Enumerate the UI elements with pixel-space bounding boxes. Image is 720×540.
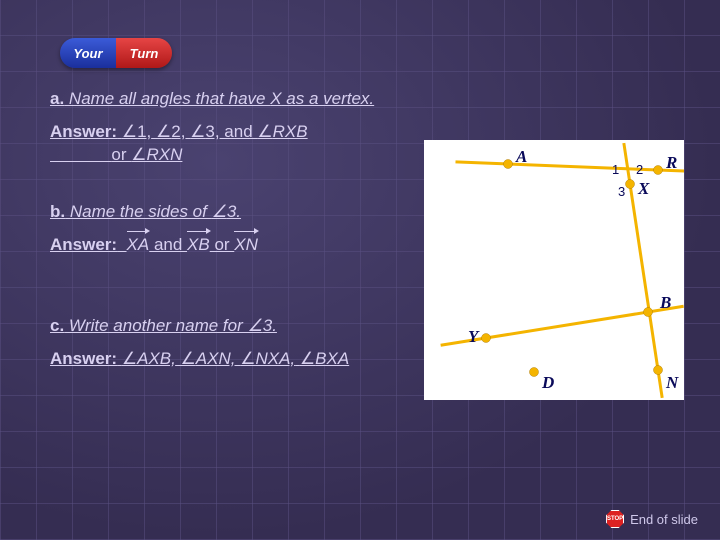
badge-right: Turn — [116, 38, 172, 68]
footer-text: End of slide — [630, 512, 698, 527]
question-a: a. Name all angles that have X as a vert… — [50, 88, 470, 111]
svg-text:R: R — [665, 153, 677, 172]
question-c: c. Write another name for ∠3. — [50, 315, 470, 338]
svg-text:N: N — [665, 373, 679, 392]
svg-text:X: X — [637, 179, 650, 198]
svg-text:1: 1 — [612, 162, 619, 177]
stop-icon: STOP — [606, 510, 624, 528]
answer-b: Answer: XA and XB or XN — [50, 234, 470, 257]
badge-left: Your — [60, 38, 116, 68]
svg-text:3: 3 — [618, 184, 625, 199]
qb-lead: b. — [50, 202, 65, 221]
footer: STOP End of slide — [606, 510, 698, 528]
answer-c: Answer: ∠AXB, ∠AXN, ∠NXA, ∠BXA — [50, 348, 470, 371]
qc-lead: c. — [50, 316, 64, 335]
your-turn-badge: Your Turn — [60, 38, 172, 68]
svg-text:A: A — [515, 147, 527, 166]
question-b: b. Name the sides of ∠3. — [50, 201, 470, 224]
svg-text:B: B — [659, 293, 671, 312]
svg-text:D: D — [541, 373, 554, 392]
svg-text:Y: Y — [468, 327, 480, 346]
content-block: a. Name all angles that have X as a vert… — [50, 88, 470, 371]
qa-lead: a. — [50, 89, 64, 108]
geometry-figure: A RX Y B D N 1 23 — [424, 140, 684, 400]
svg-text:2: 2 — [636, 162, 643, 177]
answer-a: Answer: ∠1, ∠2, ∠3, and ∠RXB or ∠RXN — [50, 121, 470, 167]
